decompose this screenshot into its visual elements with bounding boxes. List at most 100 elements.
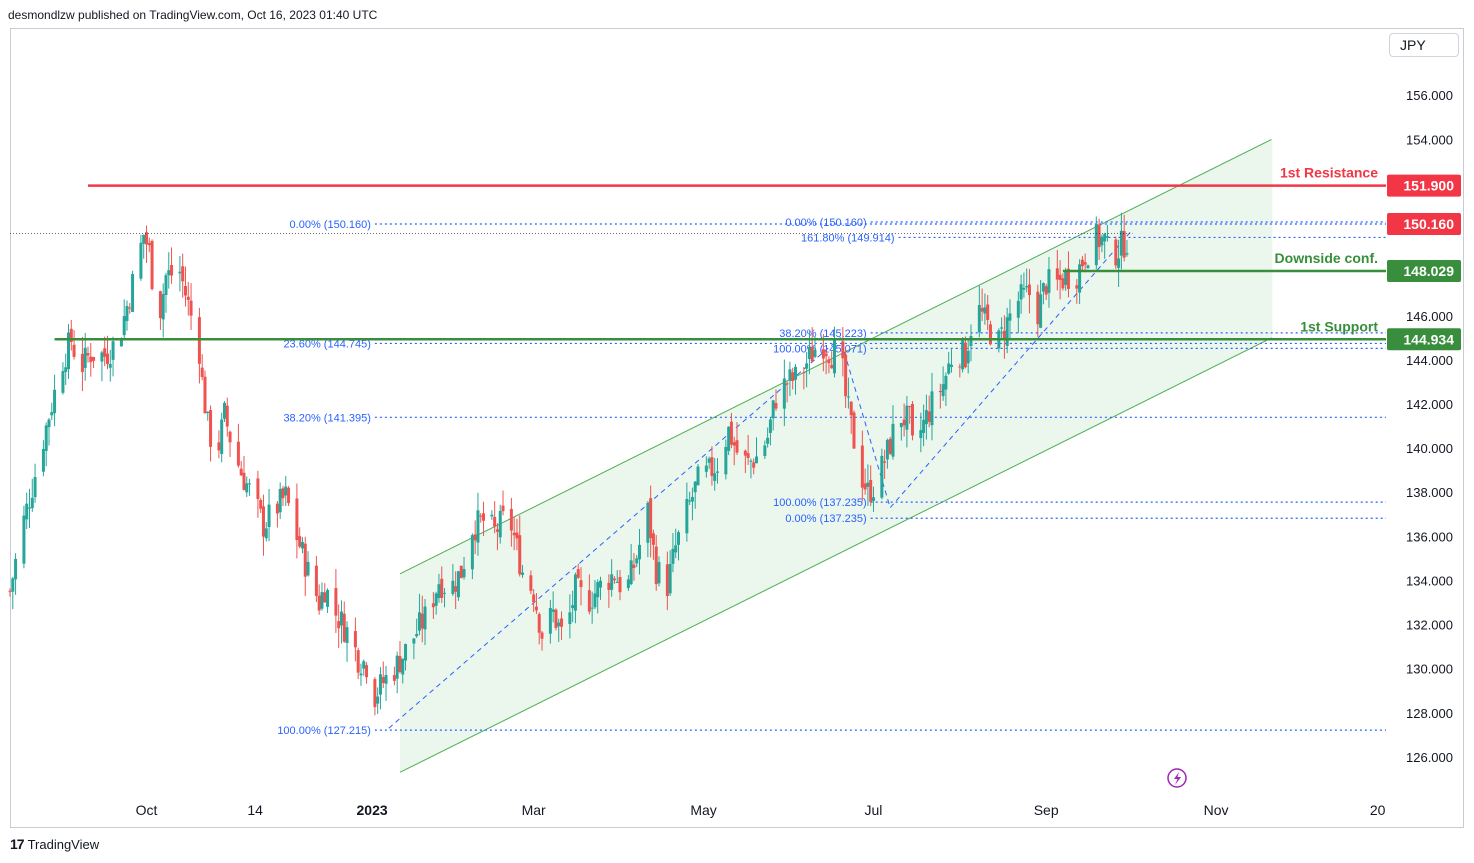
candle-body	[125, 306, 129, 322]
candle-body	[618, 577, 622, 593]
key-level-label: 1st Support	[1300, 318, 1378, 334]
candle-body	[612, 578, 616, 581]
time-tick-label: Oct	[136, 802, 158, 818]
candle-body	[902, 419, 906, 426]
candle-body	[264, 528, 268, 539]
candle-body	[92, 357, 96, 361]
candle-body	[599, 580, 603, 588]
brand-name: TradingView	[27, 836, 100, 852]
candle-body	[189, 300, 193, 316]
candle-body	[1117, 258, 1121, 268]
candle-body	[752, 462, 756, 468]
candle-body	[320, 592, 324, 609]
candle-body	[1078, 264, 1082, 293]
candle-body	[200, 367, 204, 378]
candle-body	[844, 354, 848, 397]
candle-body	[1086, 265, 1090, 269]
candle-body	[1044, 286, 1048, 295]
candle-body	[170, 265, 174, 276]
currency-selector[interactable]: JPY	[1389, 33, 1459, 57]
candle-body	[242, 472, 246, 490]
candle-body	[635, 558, 639, 564]
candle-body	[590, 607, 594, 609]
candle-body	[512, 532, 516, 536]
key-levels: 1st Resistance Downside conf. 1st Support	[54, 165, 1386, 341]
candle-body	[1022, 287, 1026, 290]
candle-body	[86, 353, 90, 356]
candle-body	[61, 371, 65, 393]
price-tick-label: 154.000	[1406, 132, 1453, 147]
candle-body	[880, 455, 884, 498]
candle-body	[384, 675, 388, 684]
time-tick-label: 2023	[357, 802, 388, 818]
candle-body	[378, 674, 382, 695]
candle-body	[392, 675, 396, 681]
candle-body	[832, 339, 836, 374]
candle-body	[615, 581, 619, 583]
candle-body	[1080, 259, 1084, 267]
candle-body	[638, 544, 642, 560]
candle-body	[629, 560, 633, 585]
candle-body	[646, 502, 650, 543]
candle-body	[412, 638, 416, 644]
candle-body	[941, 384, 945, 397]
candle-body	[236, 441, 240, 466]
candle-body	[899, 422, 903, 428]
candle-body	[476, 510, 480, 543]
candle-body	[206, 411, 210, 414]
candle-body	[944, 375, 948, 390]
candle-body	[1097, 224, 1101, 248]
candle-body	[532, 594, 536, 603]
candle-body	[788, 369, 792, 381]
candle-body	[568, 612, 572, 625]
candle-body	[284, 486, 288, 496]
candle-body	[381, 677, 385, 683]
candle-body	[362, 661, 366, 669]
candle-body	[27, 507, 31, 509]
channel-fill	[400, 139, 1272, 773]
candle-body	[495, 529, 499, 532]
candle-body	[181, 266, 185, 282]
candle-body	[161, 294, 165, 320]
candle-body	[869, 479, 873, 502]
candle-body	[398, 656, 402, 673]
candle-body	[1119, 230, 1123, 256]
candle-body	[802, 372, 806, 374]
candle-body	[813, 350, 817, 357]
candle-body	[1122, 231, 1126, 258]
candle-body	[746, 453, 750, 458]
candle-body	[119, 338, 123, 347]
candle-body	[1041, 283, 1045, 292]
candle-body	[1016, 300, 1020, 318]
candle-body	[50, 412, 54, 416]
candle-body	[323, 592, 327, 603]
candle-body	[420, 613, 424, 629]
candle-body	[462, 569, 466, 578]
candle-body	[607, 582, 611, 590]
candle-body	[186, 296, 190, 301]
candle-body	[958, 366, 962, 368]
candle-body	[515, 532, 519, 539]
candle-body	[158, 291, 162, 319]
candle-body	[220, 419, 224, 454]
candle-body	[417, 612, 421, 631]
candle-body	[885, 439, 889, 460]
candle-body	[150, 240, 154, 290]
price-tag-label: 144.934	[1403, 331, 1454, 347]
candle-body	[434, 593, 438, 606]
candle-body	[671, 548, 675, 564]
candle-body	[891, 423, 895, 457]
candle-body	[53, 389, 57, 414]
chart-frame	[10, 28, 1464, 828]
candle-body	[715, 471, 719, 473]
candle-body	[183, 285, 187, 296]
candle-body	[1066, 268, 1070, 289]
fib-level-label: 100.00% (137.235)	[773, 497, 867, 509]
candle-body	[863, 483, 867, 490]
candle-body	[22, 515, 26, 564]
price-axis: 126.000 128.000 130.000 132.000 134.000 136.0…	[1387, 44, 1461, 765]
candle-body	[298, 536, 302, 547]
price-tick-label: 136.000	[1406, 529, 1453, 544]
candle-body	[785, 383, 789, 385]
